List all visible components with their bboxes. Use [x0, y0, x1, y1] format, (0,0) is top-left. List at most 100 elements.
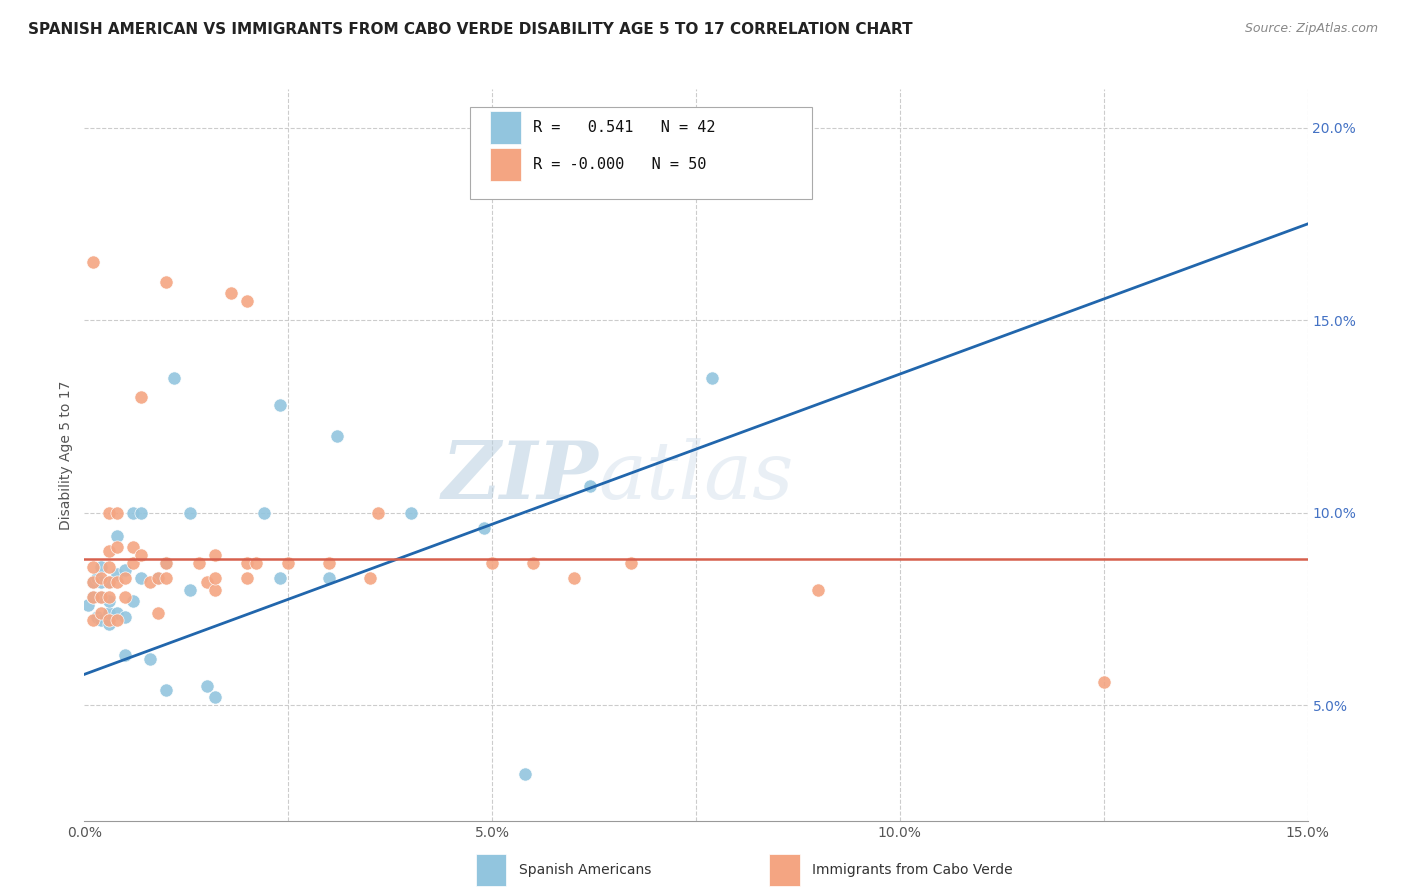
Point [82, 255, 104, 269]
Point [236, 571, 259, 585]
Text: SPANISH AMERICAN VS IMMIGRANTS FROM CABO VERDE DISABILITY AGE 5 TO 17 CORRELATIO: SPANISH AMERICAN VS IMMIGRANTS FROM CABO… [28, 22, 912, 37]
Point [138, 652, 160, 666]
Point [204, 582, 226, 597]
Point [97, 617, 120, 632]
Point [82, 591, 104, 605]
Point [236, 293, 259, 308]
Point [97, 559, 120, 574]
Point [105, 567, 128, 582]
Point [187, 556, 209, 570]
Point [105, 506, 128, 520]
Point [245, 556, 267, 570]
Point [146, 606, 169, 620]
Point [269, 571, 291, 585]
Point [97, 606, 120, 620]
Point [86, 609, 108, 624]
Point [155, 275, 177, 289]
Point [90, 606, 112, 620]
Point [105, 614, 128, 628]
Point [359, 571, 381, 585]
Point [522, 556, 544, 570]
Text: Spanish Americans: Spanish Americans [519, 863, 651, 878]
Point [253, 506, 276, 520]
Point [97, 594, 120, 608]
Point [277, 556, 299, 570]
Point [179, 582, 201, 597]
Point [472, 521, 495, 535]
Point [146, 571, 169, 585]
Point [82, 574, 104, 589]
Point [97, 574, 120, 589]
Point [155, 556, 177, 570]
Point [82, 614, 104, 628]
Point [114, 609, 136, 624]
Point [179, 506, 201, 520]
Point [90, 614, 112, 628]
Point [131, 548, 153, 562]
Point [86, 571, 108, 585]
Point [163, 371, 186, 385]
Point [155, 556, 177, 570]
Point [122, 594, 145, 608]
Point [481, 556, 503, 570]
Point [97, 574, 120, 589]
Bar [769, 854, 800, 887]
Point [82, 574, 104, 589]
Point [97, 506, 120, 520]
Point [105, 574, 128, 589]
Point [620, 556, 643, 570]
Point [138, 574, 160, 589]
Point [513, 767, 536, 781]
Point [318, 556, 340, 570]
Point [105, 529, 128, 543]
Bar [491, 148, 522, 180]
Point [155, 571, 177, 585]
Point [146, 571, 169, 585]
Point [122, 556, 145, 570]
Point [90, 559, 112, 574]
Point [131, 390, 153, 404]
Point [195, 574, 218, 589]
Text: R =   0.541   N = 42: R = 0.541 N = 42 [533, 120, 716, 135]
Point [114, 571, 136, 585]
Point [114, 563, 136, 577]
Text: Immigrants from Cabo Verde: Immigrants from Cabo Verde [813, 863, 1012, 878]
Point [97, 544, 120, 558]
Point [562, 571, 585, 585]
Point [82, 559, 104, 574]
Point [77, 598, 100, 612]
Point [1092, 675, 1115, 690]
Point [122, 541, 145, 555]
Y-axis label: Disability Age 5 to 17: Disability Age 5 to 17 [59, 380, 73, 530]
Bar [491, 112, 522, 145]
Point [807, 582, 830, 597]
Text: Source: ZipAtlas.com: Source: ZipAtlas.com [1244, 22, 1378, 36]
Point [204, 548, 226, 562]
Point [122, 506, 145, 520]
Point [105, 606, 128, 620]
Point [90, 591, 112, 605]
Point [204, 571, 226, 585]
Point [90, 571, 112, 585]
Text: ZIP: ZIP [441, 438, 598, 516]
Point [97, 614, 120, 628]
Point [82, 591, 104, 605]
Point [702, 371, 724, 385]
Point [105, 541, 128, 555]
Text: atlas: atlas [598, 438, 793, 516]
Text: R = -0.000   N = 50: R = -0.000 N = 50 [533, 157, 707, 171]
Point [114, 648, 136, 662]
Point [90, 591, 112, 605]
Point [269, 398, 291, 412]
Point [326, 428, 349, 442]
Point [90, 574, 112, 589]
Point [195, 679, 218, 693]
Point [131, 506, 153, 520]
Point [399, 506, 422, 520]
Point [219, 286, 242, 301]
Point [579, 479, 602, 493]
Bar [475, 854, 506, 887]
Point [131, 571, 153, 585]
FancyBboxPatch shape [470, 108, 813, 199]
Point [236, 556, 259, 570]
